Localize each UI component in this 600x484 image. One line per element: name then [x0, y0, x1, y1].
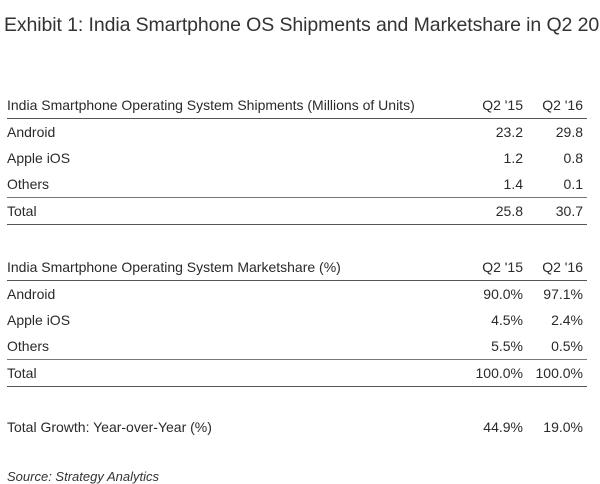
shipments-col1-header: Q2 '15 — [482, 97, 523, 113]
row-value-q2-15: 23.2 — [495, 124, 523, 140]
table-row: Apple iOS 1.2 0.8 — [7, 145, 587, 171]
table-row: Android 23.2 29.8 — [7, 119, 587, 145]
row-value-q2-16: 0.1 — [563, 176, 583, 192]
marketshare-total-row: Total 100.0% 100.0% — [7, 359, 587, 387]
shipments-header: India Smartphone Operating System Shipme… — [7, 97, 415, 113]
marketshare-table: India Smartphone Operating System Market… — [7, 254, 587, 387]
row-value-q2-15: 1.2 — [503, 150, 523, 166]
row-value-q2-16: 2.4% — [551, 312, 583, 328]
total-value-q2-15: 100.0% — [475, 365, 523, 381]
growth-value-q2-16: 19.0% — [543, 419, 583, 435]
row-value-q2-16: 29.8 — [555, 124, 583, 140]
row-value-q2-15: 90.0% — [483, 286, 523, 302]
row-value-q2-16: 97.1% — [543, 286, 583, 302]
row-value-q2-15: 4.5% — [491, 312, 523, 328]
marketshare-col1-header: Q2 '15 — [482, 259, 523, 275]
row-label: Android — [7, 124, 56, 140]
exhibit-title-text: Exhibit 1: India Smartphone OS Shipments… — [4, 14, 600, 36]
growth-value-q2-15: 44.9% — [483, 419, 523, 435]
total-value-q2-15: 25.8 — [495, 203, 523, 219]
table-row: Others 1.4 0.1 — [7, 171, 587, 197]
marketshare-header: India Smartphone Operating System Market… — [7, 259, 341, 275]
total-label: Total — [7, 365, 37, 381]
shipments-table: India Smartphone Operating System Shipme… — [7, 92, 587, 225]
exhibit-title: Exhibit 1: India Smartphone OS Shipments… — [4, 14, 600, 37]
shipments-col2-header: Q2 '16 — [542, 97, 583, 113]
source-note: Source: Strategy Analytics — [7, 469, 159, 484]
row-label: Others — [7, 176, 50, 192]
table-row: Android 90.0% 97.1% — [7, 281, 587, 307]
table-row: Apple iOS 4.5% 2.4% — [7, 307, 587, 333]
shipments-total-row: Total 25.8 30.7 — [7, 197, 587, 225]
growth-table: Total Growth: Year-over-Year (%) 44.9% 1… — [7, 414, 587, 440]
growth-label: Total Growth: Year-over-Year (%) — [7, 419, 212, 435]
row-label: Apple iOS — [7, 150, 71, 166]
growth-row: Total Growth: Year-over-Year (%) 44.9% 1… — [7, 414, 587, 440]
row-label: Apple iOS — [7, 312, 71, 328]
shipments-header-row: India Smartphone Operating System Shipme… — [7, 92, 587, 119]
total-value-q2-16: 100.0% — [535, 365, 583, 381]
row-label: Others — [7, 338, 50, 354]
total-value-q2-16: 30.7 — [555, 203, 583, 219]
row-value-q2-16: 0.5% — [551, 338, 583, 354]
row-value-q2-16: 0.8 — [563, 150, 583, 166]
marketshare-col2-header: Q2 '16 — [542, 259, 583, 275]
row-label: Android — [7, 286, 56, 302]
total-label: Total — [7, 203, 37, 219]
row-value-q2-15: 5.5% — [491, 338, 523, 354]
row-value-q2-15: 1.4 — [503, 176, 523, 192]
marketshare-header-row: India Smartphone Operating System Market… — [7, 254, 587, 281]
table-row: Others 5.5% 0.5% — [7, 333, 587, 359]
